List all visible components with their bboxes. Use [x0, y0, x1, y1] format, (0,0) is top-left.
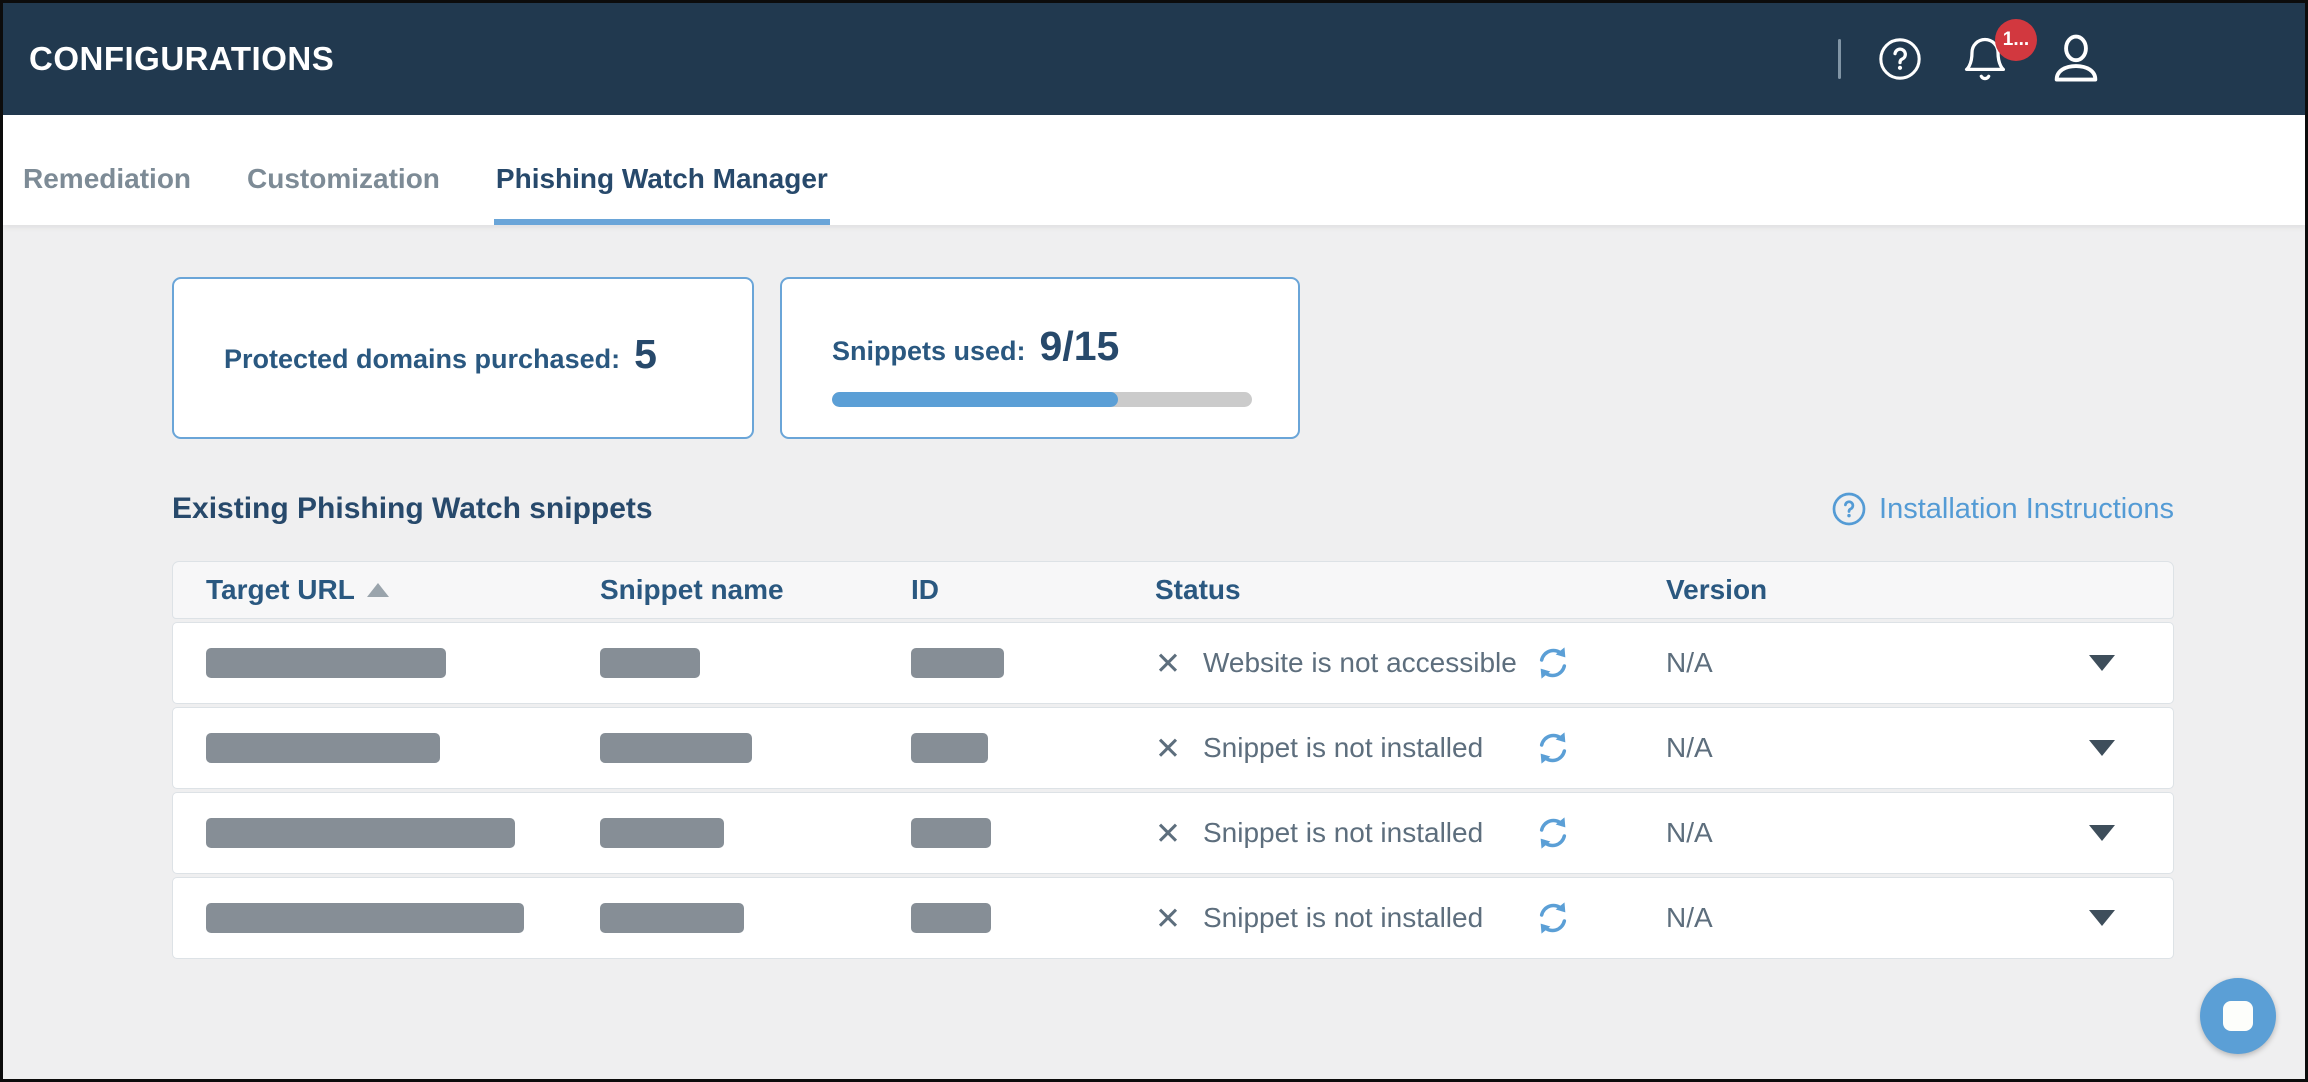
stop-icon: [2223, 1001, 2253, 1031]
table-row: ✕ Snippet is not installed N/A: [172, 877, 2174, 959]
expand-row-chevron-icon[interactable]: [2089, 655, 2115, 671]
user-icon[interactable]: [2047, 30, 2105, 88]
cell-status: ✕ Snippet is not installed: [1155, 898, 1666, 938]
installation-instructions-link[interactable]: Installation Instructions: [1831, 491, 2174, 527]
snippets-used-label: Snippets used:: [832, 336, 1026, 366]
cell-status: ✕ Snippet is not installed: [1155, 728, 1666, 768]
status-text: Snippet is not installed: [1202, 902, 1484, 933]
tab-phishing-watch-manager[interactable]: Phishing Watch Manager: [493, 163, 830, 225]
cell-id: [911, 648, 1155, 678]
redacted-id: [911, 818, 991, 848]
version-value: N/A: [1666, 647, 1713, 678]
protected-domains-value: 5: [634, 331, 657, 377]
cell-snippet-name: [600, 648, 911, 678]
redacted-snippet-name: [600, 818, 724, 848]
cell-status: ✕ Snippet is not installed: [1155, 813, 1666, 853]
status-error-icon: ✕: [1155, 730, 1181, 766]
content-area: Protected domains purchased: 5 Snippets …: [3, 225, 2305, 1079]
installation-instructions-label: Installation Instructions: [1879, 492, 2174, 525]
status-text: Website is not accessible: [1202, 647, 1517, 678]
notification-badge: 1...: [1995, 19, 2037, 61]
refresh-status-icon[interactable]: [1533, 643, 1573, 683]
table-row: ✕ Snippet is not installed N/A: [172, 707, 2174, 789]
cell-target-url: [173, 903, 600, 933]
summary-cards: Protected domains purchased: 5 Snippets …: [172, 277, 2174, 439]
redacted-snippet-name: [600, 733, 752, 763]
cell-snippet-name: [600, 818, 911, 848]
status-text: Snippet is not installed: [1202, 732, 1484, 763]
cell-target-url: [173, 818, 600, 848]
version-value: N/A: [1666, 902, 1713, 933]
snippets-table: Target URL Snippet name ID Status Versio…: [172, 561, 2174, 959]
redacted-id: [911, 733, 988, 763]
cell-version: N/A: [1666, 647, 2173, 679]
expand-row-chevron-icon[interactable]: [2089, 825, 2115, 841]
status-error-icon: ✕: [1155, 815, 1181, 851]
status-text: Snippet is not installed: [1202, 817, 1484, 848]
refresh-status-icon[interactable]: [1533, 898, 1573, 938]
cell-id: [911, 733, 1155, 763]
column-header-version: Version: [1666, 574, 1768, 605]
table-header-row: Target URL Snippet name ID Status Versio…: [172, 561, 2174, 619]
cell-snippet-name: [600, 733, 911, 763]
snippets-used-card: Snippets used: 9/15: [780, 277, 1300, 439]
section-title: Existing Phishing Watch snippets: [172, 492, 653, 525]
cell-target-url: [173, 648, 600, 678]
refresh-status-icon[interactable]: [1533, 813, 1573, 853]
redacted-target-url: [206, 733, 440, 763]
cell-version: N/A: [1666, 732, 2173, 764]
cell-version: N/A: [1666, 902, 2173, 934]
version-value: N/A: [1666, 817, 1713, 848]
cell-target-url: [173, 733, 600, 763]
top-bar-actions: 1...: [1838, 19, 2305, 88]
sort-ascending-icon[interactable]: [366, 583, 389, 597]
column-header-id: ID: [911, 574, 939, 605]
status-error-icon: ✕: [1155, 645, 1181, 681]
redacted-target-url: [206, 648, 446, 678]
snippets-progress-fill: [832, 392, 1118, 407]
cell-version: N/A: [1666, 817, 2173, 849]
cell-id: [911, 903, 1155, 933]
redacted-snippet-name: [600, 903, 744, 933]
column-header-target-url[interactable]: Target URL: [173, 574, 600, 606]
top-bar: CONFIGURATIONS 1...: [3, 3, 2305, 115]
table-row: ✕ Website is not accessible N/A: [172, 622, 2174, 704]
version-value: N/A: [1666, 732, 1713, 763]
tab-bar: Remediation Customization Phishing Watch…: [3, 115, 2305, 225]
tab-remediation[interactable]: Remediation: [23, 163, 192, 194]
snippets-progress-bar: [832, 392, 1252, 407]
divider: [1838, 39, 1841, 79]
refresh-status-icon[interactable]: [1533, 728, 1573, 768]
expand-row-chevron-icon[interactable]: [2089, 740, 2115, 756]
tab-customization[interactable]: Customization: [247, 163, 440, 194]
column-header-snippet-name: Snippet name: [600, 574, 784, 605]
question-circle-icon: [1832, 492, 1866, 526]
table-row: ✕ Snippet is not installed N/A: [172, 792, 2174, 874]
column-header-status: Status: [1155, 574, 1241, 605]
protected-domains-card: Protected domains purchased: 5: [172, 277, 754, 439]
help-icon[interactable]: [1877, 36, 1923, 82]
cell-snippet-name: [600, 903, 911, 933]
snippets-used-value: 9/15: [1039, 323, 1120, 369]
stop-recording-button[interactable]: [2200, 978, 2276, 1054]
status-error-icon: ✕: [1155, 900, 1181, 936]
redacted-target-url: [206, 818, 515, 848]
redacted-id: [911, 903, 991, 933]
redacted-snippet-name: [600, 648, 700, 678]
expand-row-chevron-icon[interactable]: [2089, 910, 2115, 926]
cell-status: ✕ Website is not accessible: [1155, 643, 1666, 683]
bell-icon[interactable]: 1...: [1959, 19, 2037, 85]
redacted-target-url: [206, 903, 524, 933]
cell-id: [911, 818, 1155, 848]
page-title: CONFIGURATIONS: [29, 40, 335, 77]
protected-domains-label: Protected domains purchased:: [224, 344, 621, 374]
redacted-id: [911, 648, 1004, 678]
